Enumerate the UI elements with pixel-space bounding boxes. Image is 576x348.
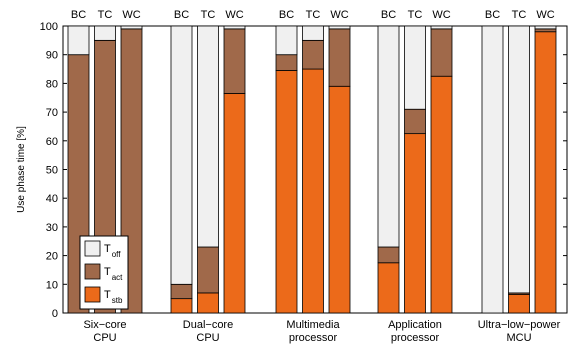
bar-segment-off [328,25,351,30]
bar-segment-off [223,25,246,30]
bar-segment-off [302,25,324,41]
y-tick-label: 50 [46,165,58,177]
case-label: WC [122,9,140,21]
group-label-line1: Dual−core [183,319,233,331]
case-label: WC [536,9,554,21]
bar-segment-off [67,25,90,56]
bar-segment-act [275,54,298,71]
bar-segment-off [120,25,143,30]
bar-segment-act [170,283,193,300]
legend-label-off: Toff [104,243,121,259]
legend-swatch-act [84,263,101,280]
bar-segment-stb [328,85,351,314]
bar-segment-stb [534,31,557,314]
group-label-line1: Ultra−low−power [478,319,561,331]
group-label-line1: Multimedia [286,319,340,331]
bar-segment-off [377,25,400,248]
bar-segment-off [404,25,426,110]
y-tick-label: 100 [40,21,58,33]
bar-segment-act [377,246,400,264]
case-label: TC [306,9,321,21]
legend-swatch-stb [84,286,101,303]
bar-segment-off [275,25,298,56]
bar-segment-off [430,25,453,30]
bar-segment-stb [197,292,219,314]
bar-segment-stb [404,133,426,314]
bar-segment-stb [508,293,530,314]
bar-segment-off [481,25,504,314]
bar-segment-off [508,25,530,294]
y-tick-label: 70 [46,107,58,119]
group-label-line1: Application [388,319,442,331]
y-tick-label: 20 [46,251,58,263]
y-axis-label: Use phase time [%] [16,126,27,213]
case-label: BC [279,9,294,21]
case-label: WC [432,9,450,21]
y-tick-label: 0 [52,308,58,320]
group-label-line2: CPU [93,332,116,344]
legend-label-act: Tact [104,266,123,282]
case-label: BC [71,9,86,21]
legend-swatch-off [84,240,101,257]
case-label: TC [201,9,216,21]
group-label-line2: processor [289,332,338,344]
y-tick-label: 10 [46,279,58,291]
y-tick-label: 30 [46,222,58,234]
group-label-line2: processor [391,332,440,344]
bar-segment-stb [430,75,453,314]
case-label: WC [225,9,243,21]
case-label: BC [381,9,396,21]
case-label: TC [98,9,113,21]
group-label-line1: Six−core [83,319,126,331]
y-tick-label: 80 [46,78,58,90]
bar-segment-act [534,28,557,33]
y-tick-label: 60 [46,136,58,148]
bar-segment-stb [302,68,324,314]
bar-segment-off [534,25,557,30]
y-tick-label: 90 [46,50,58,62]
bar-segment-act [328,28,351,87]
case-label: BC [485,9,500,21]
bar-segment-off [94,25,116,41]
bar-segment-off [197,25,219,248]
case-label: WC [330,9,348,21]
y-tick-label: 40 [46,193,58,205]
bar-segment-act [430,28,453,77]
case-label: BC [174,9,189,21]
bar-segment-off [170,25,193,285]
group-label-line2: CPU [196,332,219,344]
bar-segment-stb [223,93,246,314]
legend-label-stb: Tstb [104,289,123,305]
bar-segment-act [404,108,426,135]
case-label: TC [408,9,423,21]
bar-segment-stb [275,70,298,314]
bar-segment-act [197,246,219,294]
case-label: TC [512,9,527,21]
bar-segment-act [302,39,324,70]
bar-segment-stb [377,262,400,314]
bar-segment-act [223,28,246,94]
bar-segment-stb [170,298,193,314]
group-label-line2: MCU [506,332,531,344]
